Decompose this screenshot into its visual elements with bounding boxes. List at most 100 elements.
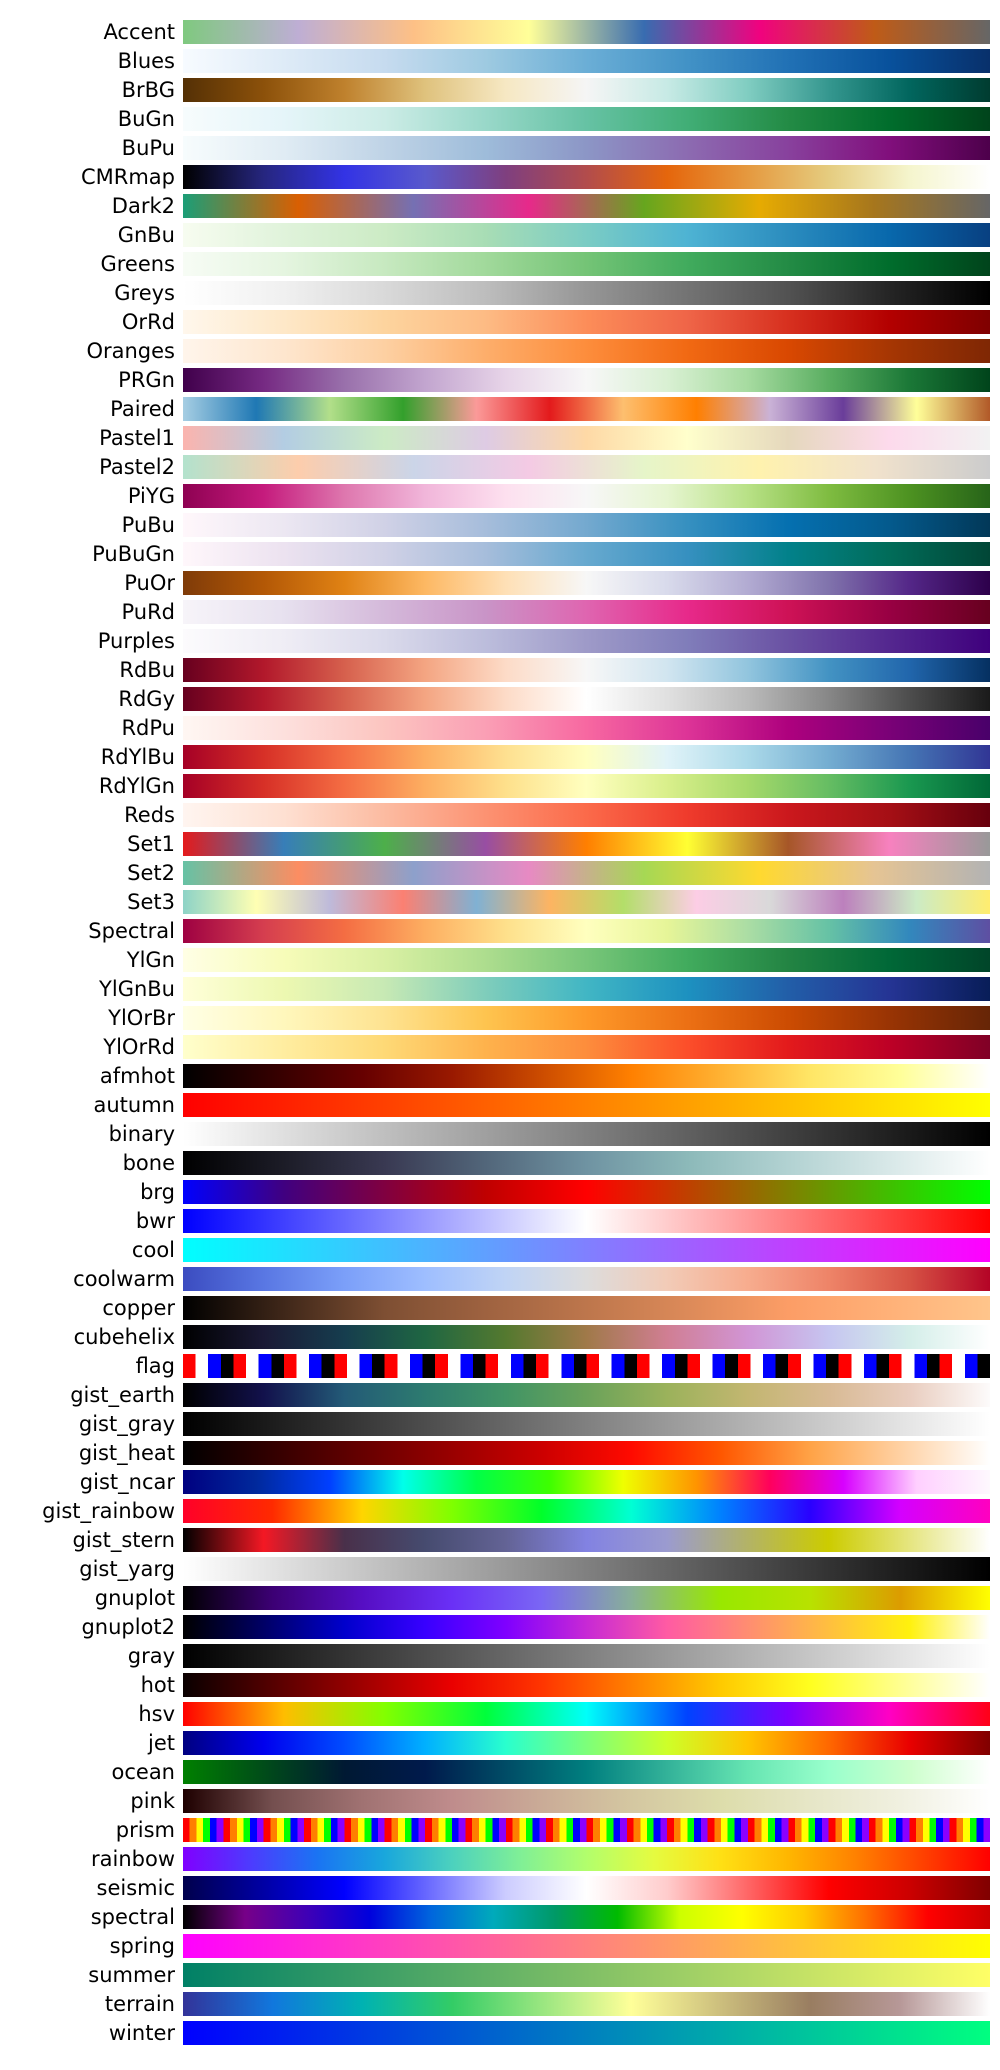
colormap-swatch <box>183 919 990 943</box>
colormap-row: gist_heat <box>10 1441 990 1465</box>
colormap-row: Accent <box>10 20 990 44</box>
colormap-label: winter <box>10 2021 183 2045</box>
colormap-row: RdPu <box>10 716 990 740</box>
colormap-label: cubehelix <box>10 1325 183 1349</box>
colormap-label: cool <box>10 1238 183 1262</box>
colormap-row: hot <box>10 1673 990 1697</box>
colormap-label: terrain <box>10 1992 183 2016</box>
colormap-swatch <box>183 1499 990 1523</box>
colormap-swatch <box>183 1789 990 1813</box>
colormap-swatch <box>183 1586 990 1610</box>
colormap-label: PuOr <box>10 571 183 595</box>
colormap-label: CMRmap <box>10 165 183 189</box>
colormap-row: YlGnBu <box>10 977 990 1001</box>
colormap-swatch <box>183 281 990 305</box>
colormap-row: YlOrRd <box>10 1035 990 1059</box>
colormap-swatch <box>183 1151 990 1175</box>
colormap-row: Blues <box>10 49 990 73</box>
colormap-label: GnBu <box>10 223 183 247</box>
colormap-swatch <box>183 542 990 566</box>
colormap-label: YlOrRd <box>10 1035 183 1059</box>
colormap-row: gist_ncar <box>10 1470 990 1494</box>
colormap-swatch <box>183 1267 990 1291</box>
colormap-swatch <box>183 252 990 276</box>
colormap-swatch <box>183 368 990 392</box>
colormap-swatch <box>183 890 990 914</box>
colormap-label: bone <box>10 1151 183 1175</box>
colormap-label: gist_ncar <box>10 1470 183 1494</box>
colormap-row: BuGn <box>10 107 990 131</box>
colormap-swatch <box>183 1760 990 1784</box>
colormap-row: spectral <box>10 1905 990 1929</box>
colormap-label: bwr <box>10 1209 183 1233</box>
colormap-row: Set1 <box>10 832 990 856</box>
colormap-label: Dark2 <box>10 194 183 218</box>
colormap-row: Paired <box>10 397 990 421</box>
colormap-row: PuBuGn <box>10 542 990 566</box>
colormap-label: gist_earth <box>10 1383 183 1407</box>
colormap-swatch <box>183 1093 990 1117</box>
colormap-swatch <box>183 20 990 44</box>
colormap-label: PRGn <box>10 368 183 392</box>
colormap-swatch <box>183 1064 990 1088</box>
colormap-label: Purples <box>10 629 183 653</box>
colormap-row: Oranges <box>10 339 990 363</box>
colormap-swatch <box>183 1325 990 1349</box>
colormap-label: Paired <box>10 397 183 421</box>
colormap-reference-chart: Accent Blues BrBG BuGn BuPu CMRmap Dark2 GnBu Gr… <box>10 20 990 2045</box>
colormap-swatch <box>183 223 990 247</box>
colormap-swatch <box>183 1354 990 1378</box>
colormap-row: coolwarm <box>10 1267 990 1291</box>
colormap-row: Pastel2 <box>10 455 990 479</box>
colormap-swatch <box>183 745 990 769</box>
colormap-row: gray <box>10 1644 990 1668</box>
colormap-swatch <box>183 1470 990 1494</box>
colormap-label: rainbow <box>10 1847 183 1871</box>
colormap-row: prism <box>10 1818 990 1842</box>
colormap-label: RdBu <box>10 658 183 682</box>
colormap-swatch <box>183 803 990 827</box>
colormap-swatch <box>183 1644 990 1668</box>
colormap-label: autumn <box>10 1093 183 1117</box>
colormap-label: BuPu <box>10 136 183 160</box>
colormap-label: YlOrBr <box>10 1006 183 1030</box>
colormap-label: RdPu <box>10 716 183 740</box>
colormap-row: jet <box>10 1731 990 1755</box>
colormap-swatch <box>183 513 990 537</box>
colormap-swatch <box>183 1702 990 1726</box>
colormap-label: Pastel1 <box>10 426 183 450</box>
colormap-swatch <box>183 1615 990 1639</box>
colormap-label: Greys <box>10 281 183 305</box>
colormap-swatch <box>183 948 990 972</box>
colormap-row: Pastel1 <box>10 426 990 450</box>
colormap-row: binary <box>10 1122 990 1146</box>
colormap-row: GnBu <box>10 223 990 247</box>
colormap-label: BrBG <box>10 78 183 102</box>
colormap-swatch <box>183 1238 990 1262</box>
colormap-row: PiYG <box>10 484 990 508</box>
colormap-row: gist_rainbow <box>10 1499 990 1523</box>
colormap-row: gnuplot <box>10 1586 990 1610</box>
colormap-label: gist_rainbow <box>10 1499 183 1523</box>
colormap-swatch <box>183 1673 990 1697</box>
colormap-label: pink <box>10 1789 183 1813</box>
colormap-label: gist_gray <box>10 1412 183 1436</box>
colormap-row: winter <box>10 2021 990 2045</box>
colormap-row: afmhot <box>10 1064 990 1088</box>
colormap-swatch <box>183 629 990 653</box>
colormap-row: spring <box>10 1934 990 1958</box>
colormap-label: Set1 <box>10 832 183 856</box>
colormap-label: Pastel2 <box>10 455 183 479</box>
colormap-label: gnuplot <box>10 1586 183 1610</box>
colormap-label: spectral <box>10 1905 183 1929</box>
colormap-row: copper <box>10 1296 990 1320</box>
colormap-row: gnuplot2 <box>10 1615 990 1639</box>
colormap-swatch <box>183 426 990 450</box>
colormap-row: Greys <box>10 281 990 305</box>
colormap-label: summer <box>10 1963 183 1987</box>
colormap-swatch <box>183 1992 990 2016</box>
colormap-label: brg <box>10 1180 183 1204</box>
colormap-label: Oranges <box>10 339 183 363</box>
colormap-swatch <box>183 658 990 682</box>
colormap-swatch <box>183 716 990 740</box>
